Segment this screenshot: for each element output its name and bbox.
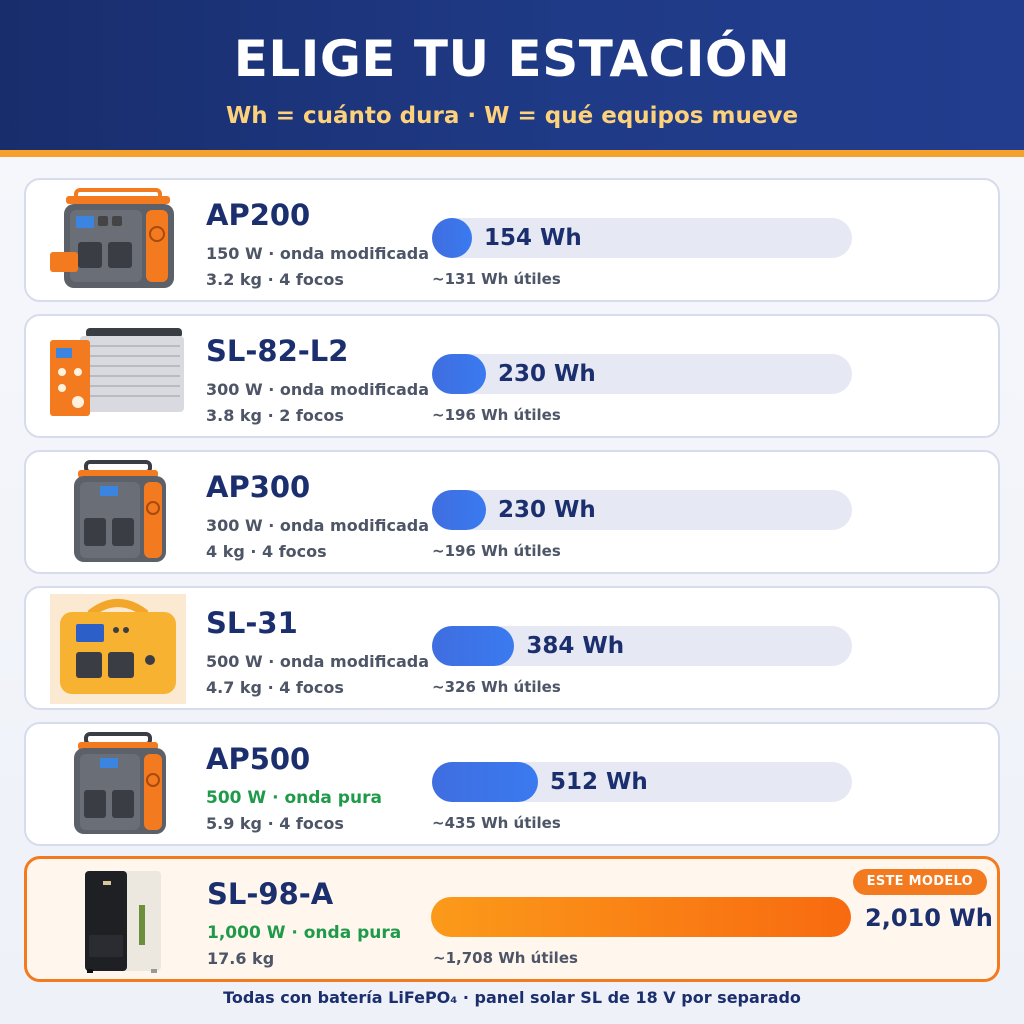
capacity-label: 384 Wh [526,633,625,659]
capacity-bar-fill [432,626,515,666]
capacity-bar-track [432,762,852,802]
capacity-label: 230 Wh [498,361,596,387]
product-card-sl-98-a[interactable]: SL-98-A 1,000 W · onda pura 17.6 kg ESTE… [24,856,1000,982]
product-power-spec: 500 W · onda pura [206,788,382,808]
product-name: SL-82-L2 [206,334,349,368]
page-title: ELIGE TU ESTACIÓN [233,30,791,88]
product-weight-spec: 4.7 kg · 4 focos [206,678,344,697]
product-card-ap200[interactable]: AP200 150 W · onda modificada 3.2 kg · 4… [24,178,1000,302]
power-station-yellow-icon [50,594,186,704]
product-name: SL-31 [206,606,298,640]
power-station-gray-orange-icon [74,460,166,562]
capacity-bar-fill [431,897,851,937]
useful-capacity: ~131 Wh útiles [432,270,561,288]
product-power-spec: 300 W · onda modificada [206,380,430,399]
header: ELIGE TU ESTACIÓN Wh = cuánto dura · W =… [0,0,1024,152]
capacity-bar-fill [432,762,538,802]
capacity-bar-track [432,490,852,530]
page-subtitle: Wh = cuánto dura · W = qué equipos mueve [225,103,799,129]
capacity-bar-fill [432,354,486,394]
power-station-silver-orange-icon [50,328,184,416]
power-station-gray-orange-icon [74,732,166,834]
capacity-bar-fill [432,490,486,530]
footer-note: Todas con batería LiFePO₄ · panel solar … [223,988,801,1007]
useful-capacity: ~196 Wh útiles [432,406,561,424]
product-name: AP500 [206,742,311,776]
product-power-spec: 300 W · onda modificada [206,516,430,535]
useful-capacity: ~326 Wh útiles [432,678,561,696]
product-name: AP300 [206,470,311,504]
product-weight-spec: 3.2 kg · 4 focos [206,270,344,289]
capacity-bar-fill [432,218,472,258]
power-station-gray-orange-icon [50,188,174,288]
capacity-bar-track [431,897,851,937]
product-weight-spec: 17.6 kg [207,949,275,968]
useful-capacity: ~435 Wh útiles [432,814,561,832]
capacity-bar-track [432,354,852,394]
product-name: SL-98-A [207,877,334,911]
capacity-label: 230 Wh [498,497,596,523]
header-accent-bar [0,150,1024,157]
product-card-sl-31[interactable]: SL-31 500 W · onda modificada 4.7 kg · 4… [24,586,1000,710]
capacity-label: 154 Wh [484,225,582,251]
capacity-label: 2,010 Wh [865,904,993,932]
product-card-ap300[interactable]: AP300 300 W · onda modificada 4 kg · 4 f… [24,450,1000,574]
current-model-badge: ESTE MODELO [852,869,987,895]
power-station-tower-icon [85,871,161,973]
useful-capacity: ~196 Wh útiles [432,542,561,560]
product-power-spec: 150 W · onda modificada [206,244,430,263]
product-weight-spec: 3.8 kg · 2 focos [206,406,344,425]
product-card-ap500[interactable]: AP500 500 W · onda pura 5.9 kg · 4 focos… [24,722,1000,846]
product-card-sl-82-l2[interactable]: SL-82-L2 300 W · onda modificada 3.8 kg … [24,314,1000,438]
product-power-spec: 500 W · onda modificada [206,652,430,671]
useful-capacity: ~1,708 Wh útiles [433,949,578,967]
product-power-spec: 1,000 W · onda pura [207,923,402,943]
product-name: AP200 [206,198,311,232]
product-weight-spec: 4 kg · 4 focos [206,542,327,561]
capacity-label: 512 Wh [550,769,648,795]
capacity-bar-track [432,218,852,258]
capacity-bar-track [432,626,852,666]
product-weight-spec: 5.9 kg · 4 focos [206,814,344,833]
